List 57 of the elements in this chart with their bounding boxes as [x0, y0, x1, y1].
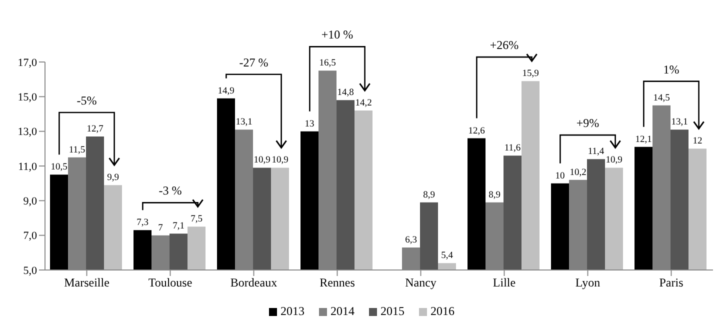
- legend-label: 2016: [430, 304, 454, 319]
- y-tick-label: 9,0: [23, 196, 38, 208]
- x-tick-label: Rennes: [320, 276, 356, 290]
- data-label: 10,9: [606, 156, 623, 166]
- y-tick-label: 11,0: [18, 160, 38, 173]
- x-tick-label: Paris: [659, 276, 684, 290]
- data-label: 13,1: [671, 118, 688, 128]
- data-label: 11,6: [504, 144, 521, 154]
- annotation: -3 %: [158, 184, 182, 198]
- annotation: 1%: [663, 62, 680, 76]
- data-label: 5,4: [441, 251, 454, 262]
- x-tick-label: Marseille: [64, 276, 110, 290]
- data-label: 14,9: [218, 86, 235, 96]
- data-label: 7,5: [190, 214, 203, 225]
- data-label: 12,7: [86, 124, 104, 135]
- y-tick-label: 13,0: [18, 126, 38, 138]
- legend-label: 2015: [380, 304, 404, 319]
- data-label: 7: [158, 223, 164, 234]
- data-label: 10: [555, 171, 566, 182]
- data-label: 6,3: [405, 235, 418, 246]
- data-label: 15,9: [522, 69, 540, 80]
- data-label: 10,9: [272, 156, 289, 166]
- annotation: +9%: [576, 116, 600, 130]
- text: +26%: [490, 38, 519, 52]
- data-label: 11,5: [68, 145, 86, 156]
- data-label: 9,9: [107, 173, 120, 184]
- data-label: 14,2: [355, 98, 372, 109]
- y-tick-label: 17,0: [18, 56, 38, 69]
- data-label: 8,9: [488, 190, 501, 200]
- data-label: 14,5: [653, 93, 670, 104]
- data-label: 11,4: [588, 147, 604, 158]
- data-label: 10,2: [570, 168, 587, 178]
- data-label: 14,8: [337, 88, 354, 98]
- annotation: -27 %: [239, 55, 268, 70]
- data-label: 12,1: [635, 134, 652, 145]
- y-tick-label: 5,0: [23, 264, 38, 277]
- data-label: 8,9: [423, 190, 436, 200]
- y-tick-label: 7,0: [23, 230, 38, 242]
- data-label: 13: [304, 119, 315, 130]
- x-tick-label: Lyon: [575, 276, 600, 290]
- text: +10 %: [321, 28, 354, 42]
- legend-label: 2013: [280, 304, 304, 319]
- legend-label: 2014: [330, 304, 354, 319]
- x-tick-label: Bordeaux: [230, 276, 278, 290]
- x-tick-label: Nancy: [405, 276, 436, 290]
- y-tick-label: 15,0: [18, 92, 38, 104]
- data-label: 12,6: [468, 126, 486, 136]
- data-label: 12: [692, 136, 703, 147]
- annotation: -5%: [76, 94, 97, 108]
- x-tick-label: Toulouse: [148, 276, 192, 290]
- data-label: 7,3: [136, 218, 149, 228]
- data-label: 13,1: [236, 118, 253, 128]
- data-label: 10,5: [50, 162, 68, 173]
- data-label: 7,1: [172, 222, 185, 232]
- data-label: 16,5: [319, 58, 336, 69]
- x-tick-label: Lille: [492, 276, 516, 290]
- data-label: 10,9: [254, 156, 271, 166]
